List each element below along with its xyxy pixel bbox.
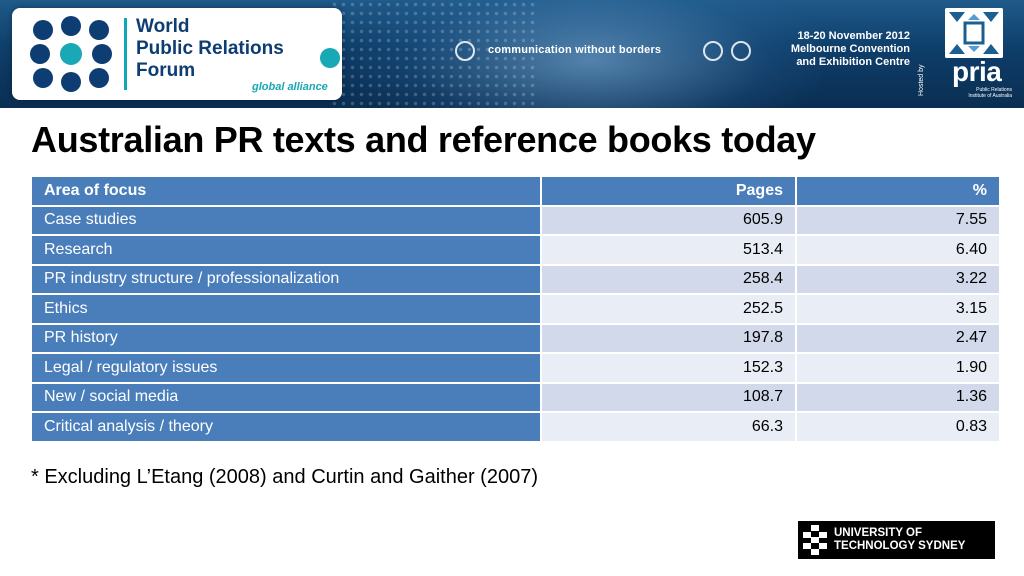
area-cell: Research [30, 234, 542, 266]
pages-cell: 66.3 [540, 411, 797, 443]
pages-cell: 252.5 [540, 293, 797, 325]
pria-emblem-icon [945, 8, 1003, 58]
ring-icon [703, 41, 723, 61]
banner-dot-pattern [330, 0, 540, 108]
table-row: Ethics 252.5 3.15 [30, 293, 1001, 325]
table-row: PR industry structure / professionalizat… [30, 263, 1001, 295]
area-cell: PR industry structure / professionalizat… [30, 263, 542, 295]
logo-line: Public Relations [136, 38, 284, 59]
wprf-dots-icon [30, 16, 112, 92]
area-cell: PR history [30, 322, 542, 354]
table-row: Critical analysis / theory 66.3 0.83 [30, 411, 1001, 443]
pages-cell: 152.3 [540, 352, 797, 384]
pages-cell: 258.4 [540, 263, 797, 295]
focus-table: Area of focus Pages % Case studies 605.9… [30, 175, 1001, 443]
pria-subtitle: Public Relations Institute of Australia [962, 87, 1012, 99]
area-cell: New / social media [30, 381, 542, 413]
area-cell: Legal / regulatory issues [30, 352, 542, 384]
uts-logo-text: UNIVERSITY OF TECHNOLOGY SYDNEY [834, 527, 965, 553]
ring-icon [455, 41, 475, 61]
wprf-logo-text: World Public Relations Forum [136, 16, 336, 82]
table-row: Legal / regulatory issues 152.3 1.90 [30, 352, 1001, 384]
pages-cell: 197.8 [540, 322, 797, 354]
column-header-percent: % [795, 175, 1001, 207]
footnote: * Excluding L’Etang (2008) and Curtin an… [31, 466, 538, 488]
banner-slogan: communication without borders [488, 44, 662, 56]
pages-cell: 513.4 [540, 234, 797, 266]
area-cell: Critical analysis / theory [30, 411, 542, 443]
percent-cell: 2.47 [795, 322, 1001, 354]
table-row: Research 513.4 6.40 [30, 234, 1001, 266]
hosted-by-label: Hosted by [918, 64, 925, 96]
pria-subtitle-line: Institute of Australia [968, 93, 1012, 99]
header-banner: World Public Relations Forum global alli… [0, 0, 1024, 108]
logo-teal-dot-icon [320, 48, 340, 68]
logo-divider [124, 18, 127, 90]
percent-cell: 3.15 [795, 293, 1001, 325]
wprf-logo: World Public Relations Forum global alli… [12, 8, 342, 100]
percent-cell: 1.90 [795, 352, 1001, 384]
uts-emblem-icon [803, 525, 827, 555]
pria-subtitle-line: Public Relations [976, 87, 1012, 93]
percent-cell: 3.22 [795, 263, 1001, 295]
event-line: Melbourne Convention [790, 43, 910, 55]
area-cell: Ethics [30, 293, 542, 325]
slide-title: Australian PR texts and reference books … [31, 119, 816, 160]
percent-cell: 1.36 [795, 381, 1001, 413]
uts-line: UNIVERSITY OF [834, 527, 922, 539]
table-row: PR history 197.8 2.47 [30, 322, 1001, 354]
event-details: 18-20 November 2012 Melbourne Convention… [752, 30, 910, 69]
logo-tagline: global alliance [252, 81, 328, 93]
table-header-row: Area of focus Pages % [30, 175, 1001, 207]
uts-line: TECHNOLOGY SYDNEY [834, 540, 966, 552]
logo-line: World [136, 16, 190, 37]
table-row: Case studies 605.9 7.55 [30, 204, 1001, 236]
ring-icon [731, 41, 751, 61]
column-header-pages: Pages [540, 175, 797, 207]
percent-cell: 0.83 [795, 411, 1001, 443]
percent-cell: 7.55 [795, 204, 1001, 236]
pages-cell: 108.7 [540, 381, 797, 413]
event-line: 18-20 November 2012 [797, 30, 910, 42]
table-row: New / social media 108.7 1.36 [30, 381, 1001, 413]
pria-logo-text: pria [952, 56, 1002, 87]
event-line: and Exhibition Centre [796, 56, 910, 68]
uts-logo: UNIVERSITY OF TECHNOLOGY SYDNEY [798, 521, 995, 559]
logo-line: Forum [136, 60, 196, 81]
column-header-area: Area of focus [30, 175, 542, 207]
percent-cell: 6.40 [795, 234, 1001, 266]
pages-cell: 605.9 [540, 204, 797, 236]
area-cell: Case studies [30, 204, 542, 236]
